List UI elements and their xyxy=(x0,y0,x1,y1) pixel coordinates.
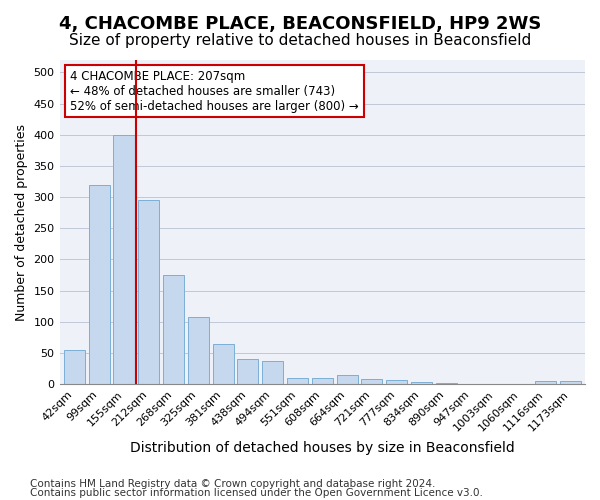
Bar xyxy=(188,318,209,384)
Text: 4, CHACOMBE PLACE, BEACONSFIELD, HP9 2WS: 4, CHACOMBE PLACE, BEACONSFIELD, HP9 2WS xyxy=(59,15,541,33)
Text: Contains HM Land Registry data © Crown copyright and database right 2024.: Contains HM Land Registry data © Crown c… xyxy=(30,479,436,489)
Bar xyxy=(411,382,432,384)
Bar xyxy=(238,359,259,384)
Bar xyxy=(64,350,85,384)
Bar xyxy=(163,275,184,384)
Bar xyxy=(212,344,233,384)
Bar xyxy=(287,378,308,384)
Bar xyxy=(138,200,160,384)
Y-axis label: Number of detached properties: Number of detached properties xyxy=(15,124,28,320)
Bar xyxy=(337,374,358,384)
Text: 4 CHACOMBE PLACE: 207sqm
← 48% of detached houses are smaller (743)
52% of semi-: 4 CHACOMBE PLACE: 207sqm ← 48% of detach… xyxy=(70,70,359,112)
Bar xyxy=(312,378,333,384)
Bar xyxy=(113,135,134,384)
Bar xyxy=(386,380,407,384)
Bar xyxy=(361,379,382,384)
Bar xyxy=(262,361,283,384)
X-axis label: Distribution of detached houses by size in Beaconsfield: Distribution of detached houses by size … xyxy=(130,441,515,455)
Bar xyxy=(535,381,556,384)
Bar xyxy=(560,381,581,384)
Bar xyxy=(89,184,110,384)
Text: Contains public sector information licensed under the Open Government Licence v3: Contains public sector information licen… xyxy=(30,488,483,498)
Text: Size of property relative to detached houses in Beaconsfield: Size of property relative to detached ho… xyxy=(69,32,531,48)
